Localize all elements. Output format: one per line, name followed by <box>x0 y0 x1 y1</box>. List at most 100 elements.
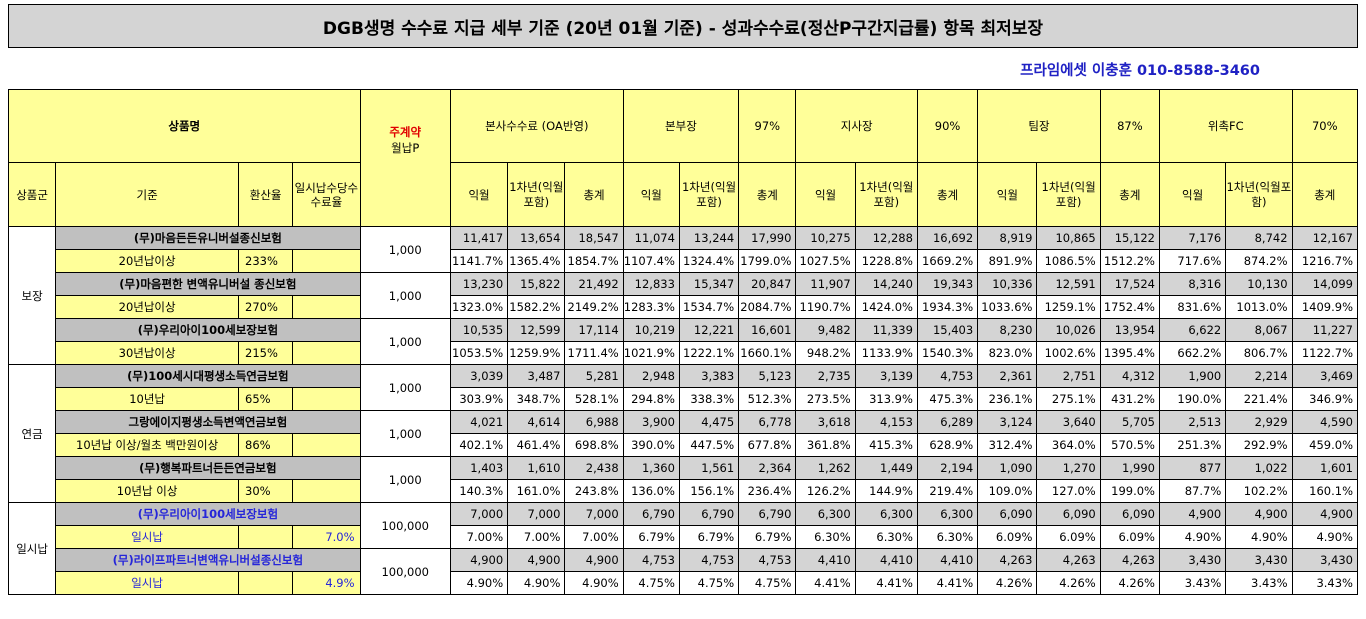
rate-cell: 874.2% <box>1225 249 1293 273</box>
lump-commission-cell <box>292 249 361 273</box>
rate-cell: 831.6% <box>1158 295 1227 319</box>
rate-cell: 1222.1% <box>678 341 740 365</box>
header-group: 상품군 <box>7 162 57 227</box>
rate-cell: 1365.4% <box>507 249 566 273</box>
rate-cell: 4.90% <box>1291 525 1359 549</box>
rate-cell: 348.7% <box>507 387 566 411</box>
monthly-premium-value: 1,000 <box>359 410 451 457</box>
header-conversion: 환산율 <box>237 162 294 227</box>
amount-cell: 3,469 <box>1291 364 1359 388</box>
amount-cell: 2,751 <box>1036 364 1101 388</box>
rate-cell: 6.09% <box>1036 525 1101 549</box>
rate-cell: 7.00% <box>564 525 624 549</box>
amount-cell: 4,410 <box>795 548 856 572</box>
amount-cell: 17,524 <box>1099 272 1160 296</box>
amount-cell: 4,410 <box>854 548 918 572</box>
amount-cell: 15,122 <box>1099 226 1160 250</box>
amount-cell: 21,492 <box>564 272 624 296</box>
amount-cell: 8,230 <box>977 318 1038 342</box>
header-tier-name: 지사장 <box>795 89 918 163</box>
rate-cell: 475.3% <box>916 387 979 411</box>
amount-cell: 6,790 <box>622 502 680 526</box>
amount-cell: 12,833 <box>622 272 680 296</box>
amount-cell: 4,263 <box>1036 548 1101 572</box>
rate-cell: 459.0% <box>1291 433 1359 457</box>
amount-cell: 2,438 <box>564 456 624 480</box>
amount-cell: 13,654 <box>507 226 566 250</box>
header-sub-first-month: 익월 <box>622 162 680 227</box>
criteria-cell: 30년납이상 <box>55 341 239 365</box>
amount-cell: 6,778 <box>738 410 797 434</box>
amount-cell: 11,227 <box>1291 318 1359 342</box>
header-tier-rate: 70% <box>1291 89 1359 163</box>
amount-cell: 10,336 <box>977 272 1038 296</box>
rate-cell: 1660.1% <box>738 341 797 365</box>
criteria-cell: 10년납 이상 <box>55 479 239 503</box>
rate-cell: 190.0% <box>1158 387 1227 411</box>
header-monthly-premium: 월납P <box>391 141 420 155</box>
rate-cell: 109.0% <box>977 479 1038 503</box>
rate-cell: 4.90% <box>507 571 566 595</box>
amount-cell: 4,263 <box>977 548 1038 572</box>
contact-info: 프라임에셋 이충훈 010-8588-3460 <box>1020 63 1260 79</box>
header-sub-first-year: 1차년(익월포함) <box>1225 162 1293 227</box>
product-name: (무)라이프파트너변액유니버설종신보험 <box>55 548 361 572</box>
rate-cell: 4.26% <box>977 571 1038 595</box>
amount-cell: 6,790 <box>678 502 740 526</box>
header-sub-total: 총계 <box>916 162 979 227</box>
header-premium: 주계약 월납P <box>359 89 451 227</box>
header-sub-total: 총계 <box>564 162 624 227</box>
rate-cell: 4.90% <box>449 571 509 595</box>
rate-cell: 6.30% <box>795 525 856 549</box>
amount-cell: 3,640 <box>1036 410 1101 434</box>
amount-cell: 4,753 <box>738 548 797 572</box>
header-sub-first-year: 1차년(익월포함) <box>1036 162 1101 227</box>
rate-cell: 87.7% <box>1158 479 1227 503</box>
rate-cell: 1669.2% <box>916 249 979 273</box>
monthly-premium-value: 100,000 <box>359 548 451 595</box>
amount-cell: 6,300 <box>795 502 856 526</box>
rate-cell: 1512.2% <box>1099 249 1160 273</box>
rate-cell: 199.0% <box>1099 479 1160 503</box>
amount-cell: 4,900 <box>449 548 509 572</box>
rate-cell: 3.43% <box>1291 571 1359 595</box>
rate-cell: 273.5% <box>795 387 856 411</box>
criteria-cell: 20년납이상 <box>55 295 239 319</box>
rate-cell: 4.41% <box>795 571 856 595</box>
conversion-rate-cell: 233% <box>237 249 294 273</box>
criteria-cell: 10년납 이상/월초 백만원이상 <box>55 433 239 457</box>
rate-cell: 1324.4% <box>678 249 740 273</box>
product-group-cell: 일시납 <box>7 502 57 595</box>
amount-cell: 4,900 <box>507 548 566 572</box>
amount-cell: 10,026 <box>1036 318 1101 342</box>
amount-cell: 11,907 <box>795 272 856 296</box>
header-sub-total: 총계 <box>738 162 797 227</box>
amount-cell: 1,610 <box>507 456 566 480</box>
rate-cell: 1141.7% <box>449 249 509 273</box>
amount-cell: 1,360 <box>622 456 680 480</box>
header-tier-rate: 90% <box>916 89 979 163</box>
product-name: 그랑에이지평생소득변액연금보험 <box>55 410 361 434</box>
monthly-premium-value: 100,000 <box>359 502 451 549</box>
amount-cell: 6,988 <box>564 410 624 434</box>
rate-cell: 361.8% <box>795 433 856 457</box>
monthly-premium-value: 1,000 <box>359 456 451 503</box>
header-product-name: 상품명 <box>8 89 361 163</box>
amount-cell: 11,339 <box>854 318 918 342</box>
rate-cell: 1033.6% <box>977 295 1038 319</box>
rate-cell: 243.8% <box>564 479 624 503</box>
rate-cell: 1013.0% <box>1225 295 1293 319</box>
lump-commission-cell <box>292 295 361 319</box>
header-sub-first-year: 1차년(익월포함) <box>507 162 566 227</box>
amount-cell: 4,590 <box>1291 410 1359 434</box>
rate-cell: 4.26% <box>1099 571 1160 595</box>
amount-cell: 4,410 <box>916 548 979 572</box>
amount-cell: 4,753 <box>678 548 740 572</box>
rate-cell: 236.1% <box>977 387 1038 411</box>
amount-cell: 5,123 <box>738 364 797 388</box>
header-tier-rate: 97% <box>738 89 797 163</box>
rate-cell: 390.0% <box>622 433 680 457</box>
rate-cell: 161.0% <box>507 479 566 503</box>
amount-cell: 6,300 <box>916 502 979 526</box>
rate-cell: 4.26% <box>1036 571 1101 595</box>
